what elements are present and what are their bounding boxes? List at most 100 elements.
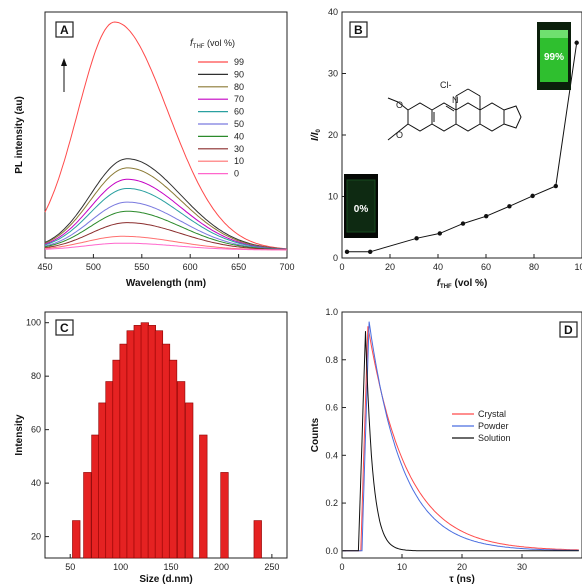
size-bar (253, 520, 262, 559)
legend-label-50: 50 (234, 119, 244, 129)
spectrum-30 (44, 222, 287, 251)
data-point (484, 213, 489, 219)
data-point (530, 193, 535, 199)
panel-c-xtick-label: 50 (65, 562, 75, 572)
panel-a-xticks: 450 500 550 600 650 700 (37, 254, 295, 272)
panel-c-xtick-label: 200 (214, 562, 229, 572)
size-bar (98, 402, 107, 559)
panel-a-label-box (55, 21, 74, 38)
panel-b-ytick-label: 30 (328, 69, 338, 79)
spectrum-60 (44, 188, 288, 250)
panel-d-ticks: 0 10 20 30 0.0 0.2 0.4 0.6 0.8 1.0 (325, 307, 527, 572)
size-bar (126, 330, 135, 559)
spectrum-80 (44, 167, 288, 250)
panel-d: 0 10 20 30 0.0 0.2 0.4 0.6 0.8 1.0 D Crystal Powde… (310, 307, 582, 585)
panel-d-xtick-label: 30 (517, 562, 527, 572)
legend-label-70: 70 (234, 94, 244, 104)
data-point (507, 204, 512, 209)
size-bar (147, 325, 156, 559)
size-bar (220, 472, 229, 559)
panel-d-ytick-label: 0.6 (325, 403, 338, 413)
panel-b: 0 20 40 60 80 100 0 10 20 30 40 B 99% 0% (310, 7, 582, 290)
panel-a-label: A (60, 23, 69, 37)
legend-label-40: 40 (234, 131, 244, 141)
panel-d-xtick-label: 10 (397, 562, 407, 572)
panel-a-legend: 99 90 80 70 60 50 40 30 10 0 (198, 57, 244, 179)
panel-c-label: C (60, 321, 69, 335)
legend-label-60: 60 (234, 107, 244, 117)
panel-c-label-box (55, 319, 74, 336)
panel-c-ytick-label: 40 (31, 478, 41, 488)
panel-d-frame (341, 311, 582, 559)
panel-b-ylabel: I/I0 (310, 129, 322, 141)
structure-o2: O (396, 130, 403, 140)
panel-a-xtick-label: 650 (231, 262, 246, 272)
vial-99-inset: 99% (537, 22, 571, 90)
panel-a-frame (44, 11, 288, 259)
vial-0-inset: 0% (344, 174, 378, 238)
panel-c-xtick-label: 250 (264, 562, 279, 572)
size-bar (133, 325, 142, 559)
panel-b-xtick-label: 20 (385, 262, 395, 272)
panel-a-ylabel: PL intensity (au) (14, 96, 25, 174)
panel-d-xtick-label: 20 (457, 562, 467, 572)
data-point (414, 236, 419, 241)
panel-b-xtick-label: 80 (529, 262, 539, 272)
panel-d-label-box (559, 321, 578, 338)
panel-b-label: B (354, 23, 363, 37)
size-bar (91, 434, 100, 559)
structure-o1: O (396, 100, 403, 110)
panel-b-ytick-label: 10 (328, 192, 338, 202)
size-bar (112, 359, 121, 559)
panel-a-xtick-label: 700 (279, 262, 294, 272)
panel-d-label: D (564, 323, 573, 337)
panel-c-ytick-label: 100 (26, 318, 41, 328)
legend-label-80: 80 (234, 82, 244, 92)
panel-a-xtick-label: 550 (134, 262, 149, 272)
legend-label-crystal: Crystal (478, 409, 506, 419)
size-bar (168, 359, 178, 559)
panel-d-legend: Crystal Powder Solution (452, 409, 511, 443)
panel-a-xtick-label: 450 (37, 262, 52, 272)
panel-c-xtick-label: 100 (113, 562, 128, 572)
data-point (574, 40, 579, 45)
panel-b-label-box (349, 21, 368, 38)
legend-label-0: 0 (234, 169, 239, 179)
panel-d-ytick-label: 0.2 (325, 498, 338, 508)
panel-a-xtick-label: 500 (86, 262, 101, 272)
vial-0-label: 0% (354, 204, 369, 215)
panel-a: 450 500 550 600 650 700 A fTHF (vol %) 999080… (14, 11, 295, 289)
legend-label-90: 90 (234, 69, 244, 79)
panel-d-ytick-label: 0.4 (325, 450, 338, 460)
panel-b-xlabel: fTHF (vol %) (437, 278, 488, 290)
panel-d-ylabel: Counts (310, 417, 321, 452)
panel-c-xtick-label: 150 (164, 562, 179, 572)
panel-a-legend-title: fTHF (vol %) (190, 38, 235, 50)
panel-d-xlabel: τ (ns) (449, 574, 475, 585)
spectrum-40 (44, 210, 288, 251)
size-bar (140, 322, 149, 559)
legend-label-solution: Solution (478, 433, 511, 443)
panel-a-xlabel: Wavelength (nm) (126, 278, 206, 289)
size-bar (72, 520, 81, 559)
panel-b-xtick-label: 40 (433, 262, 443, 272)
legend-label-powder: Powder (478, 421, 509, 431)
data-point (368, 249, 373, 255)
panel-b-fit-line (347, 42, 578, 253)
panel-d-xtick-label: 0 (339, 562, 344, 572)
decay-powder (343, 321, 579, 552)
panel-d-curves (343, 321, 579, 552)
arrow-up-icon (61, 58, 67, 92)
berberine-structure (387, 88, 522, 141)
legend-label-30: 30 (234, 144, 244, 154)
size-bar (83, 472, 92, 559)
size-bar (177, 381, 186, 559)
panel-b-ticks: 0 20 40 60 80 100 0 10 20 30 40 (328, 7, 582, 272)
size-bar (161, 343, 171, 559)
legend-label-10: 10 (234, 156, 244, 166)
spectrum-50 (44, 201, 288, 250)
panel-c-xlabel: Size (d.nm) (139, 574, 192, 585)
panel-d-ytick-label: 0.0 (325, 546, 338, 556)
panel-b-xtick-label: 100 (574, 262, 582, 272)
